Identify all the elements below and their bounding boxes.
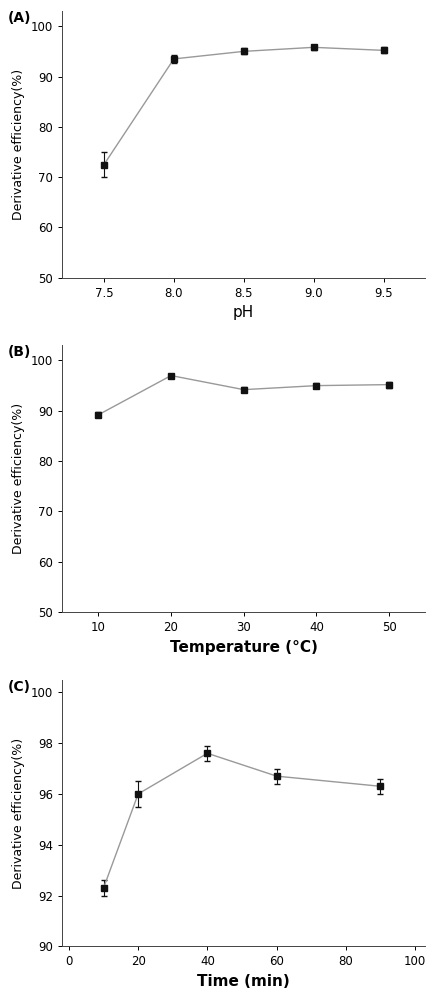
Text: (B): (B)	[7, 345, 31, 359]
Y-axis label: Derivative efficiency(%): Derivative efficiency(%)	[12, 69, 25, 220]
X-axis label: Temperature (°C): Temperature (°C)	[170, 640, 318, 655]
Text: (C): (C)	[7, 680, 31, 694]
X-axis label: pH: pH	[233, 305, 254, 320]
Text: (A): (A)	[7, 11, 31, 25]
X-axis label: Time (min): Time (min)	[198, 974, 290, 989]
Y-axis label: Derivative efficiency(%): Derivative efficiency(%)	[12, 737, 25, 889]
Y-axis label: Derivative efficiency(%): Derivative efficiency(%)	[12, 403, 25, 554]
